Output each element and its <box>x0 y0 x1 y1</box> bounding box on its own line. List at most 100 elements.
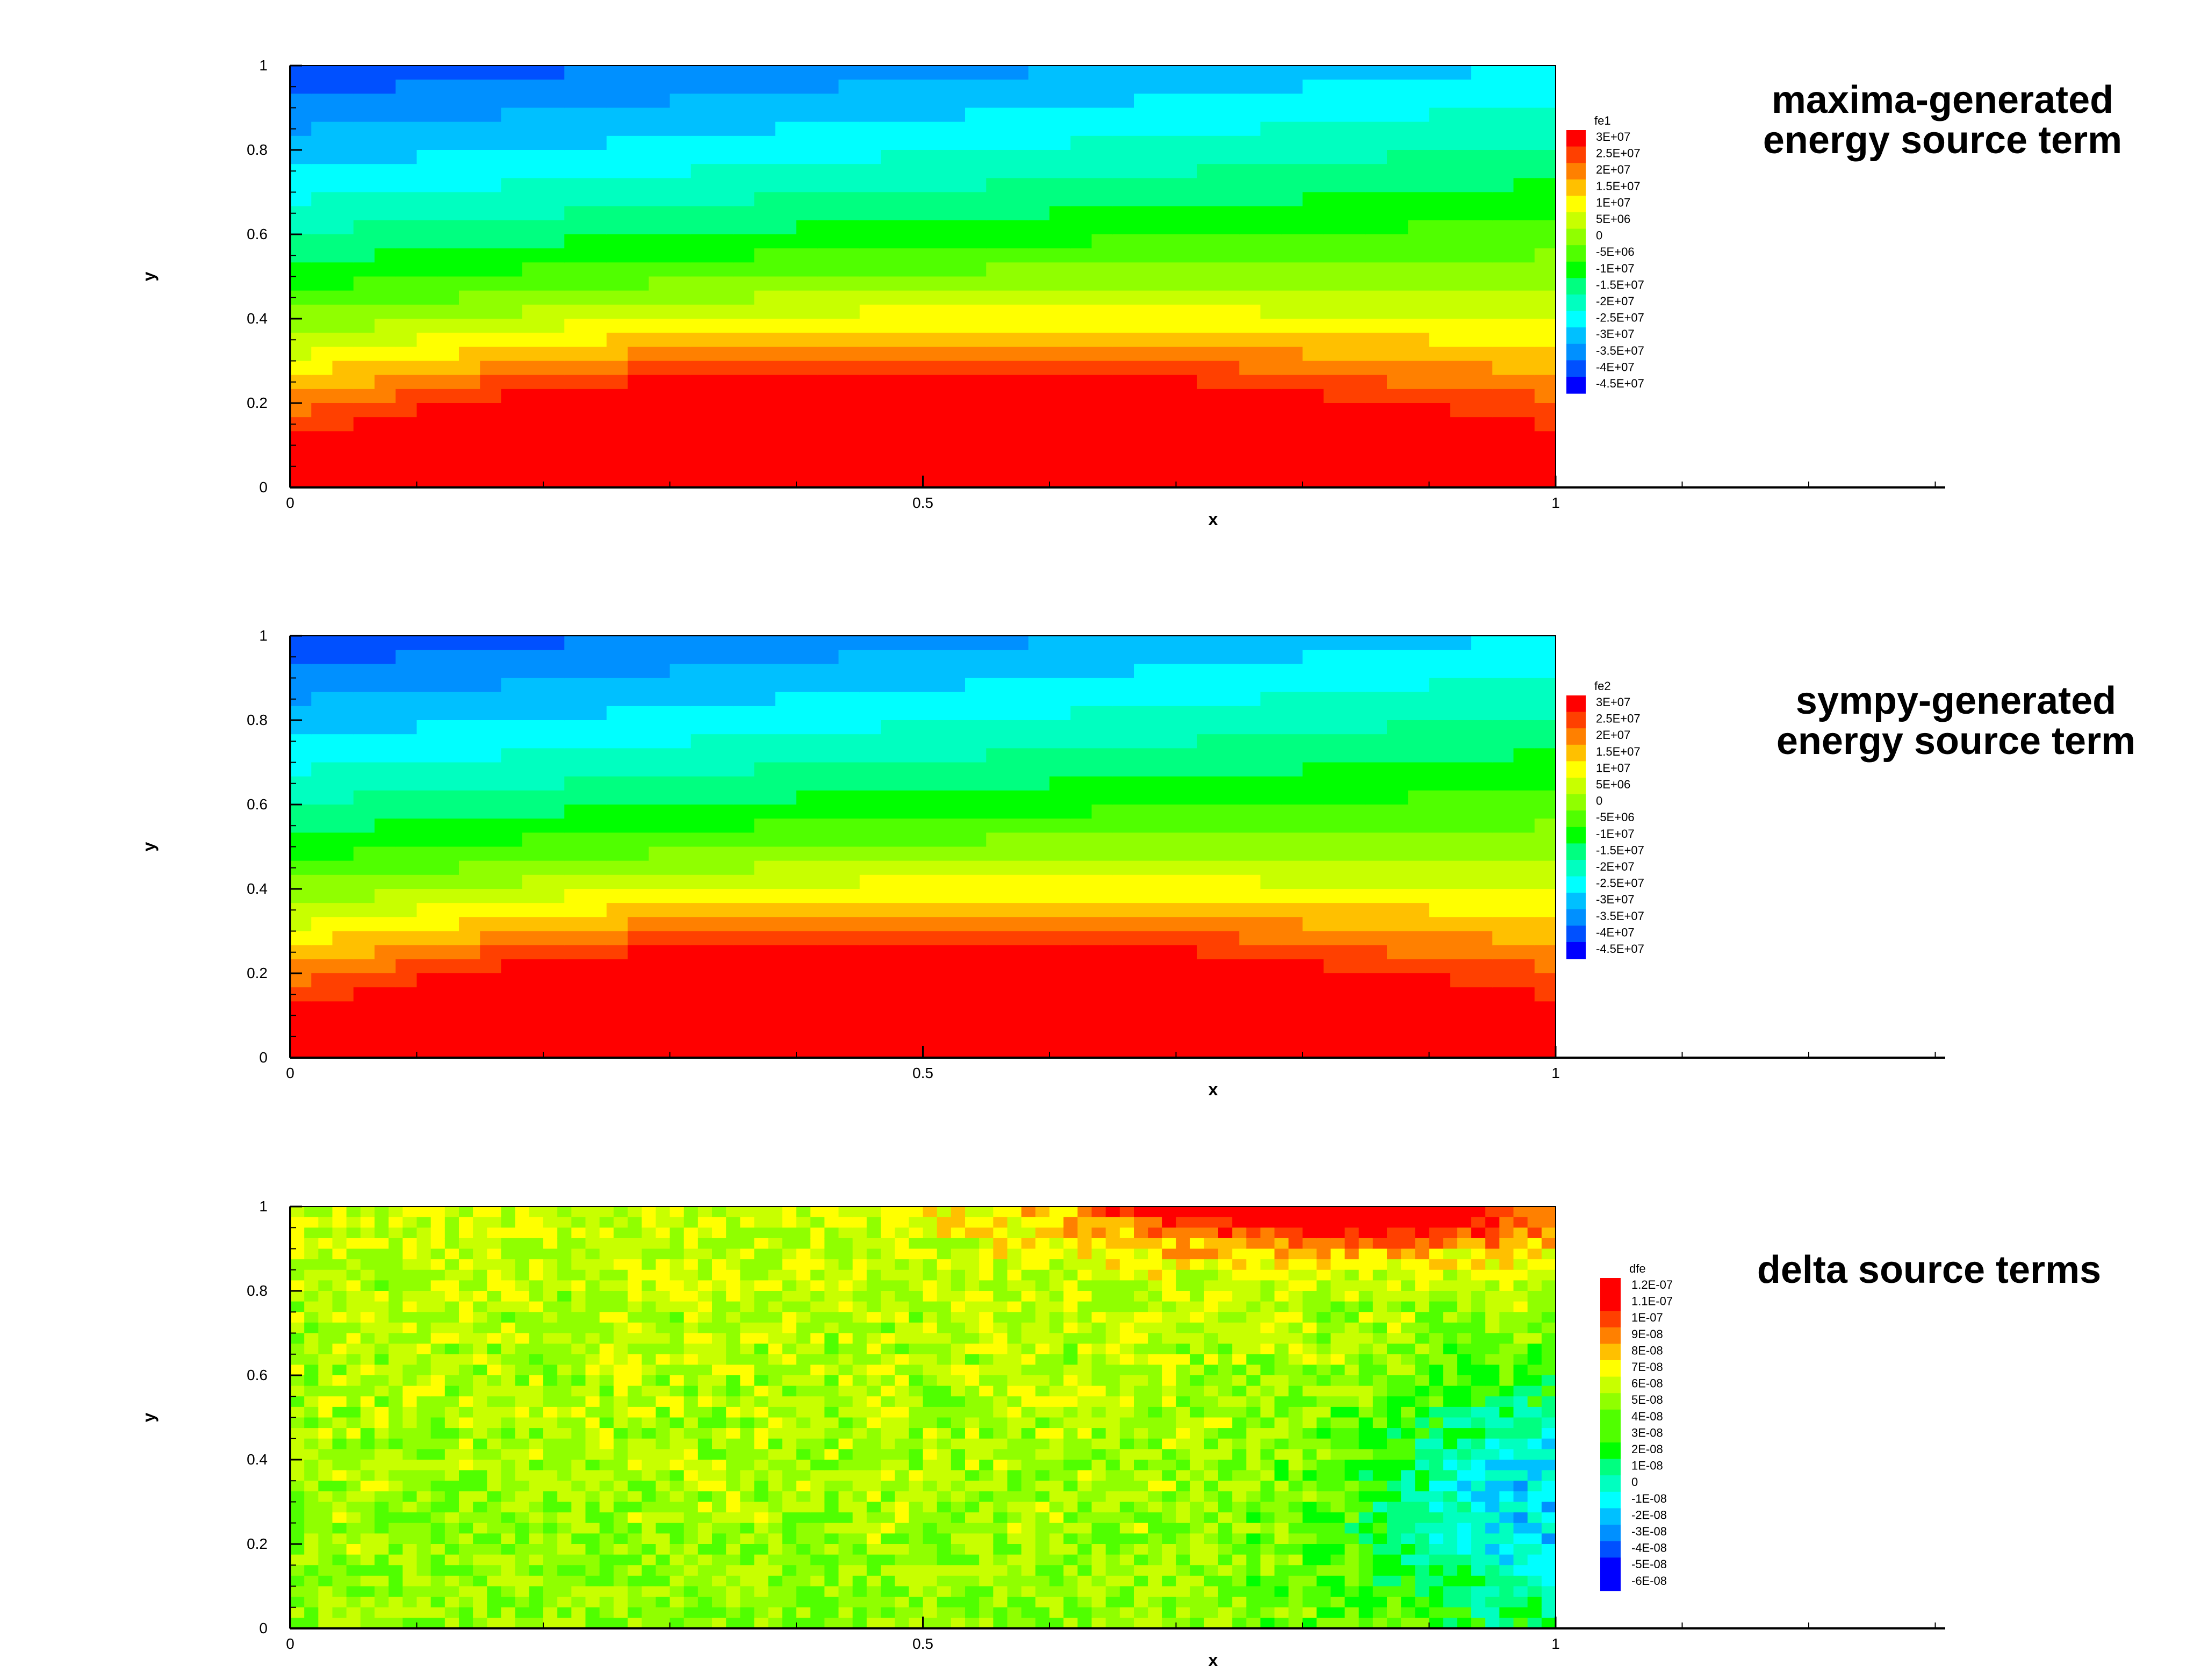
contour-cell <box>444 1207 459 1218</box>
contour-cell <box>1176 832 1198 848</box>
contour-cell <box>585 80 607 95</box>
contour-cell <box>1303 66 1325 80</box>
contour-cell <box>585 987 607 1002</box>
contour-cell <box>1429 192 1451 207</box>
contour-cell <box>684 1470 699 1482</box>
contour-cell <box>543 762 565 777</box>
contour-cell <box>501 164 523 179</box>
contour-cell <box>642 1523 657 1534</box>
contour-cell <box>571 1406 586 1418</box>
contour-cell <box>522 889 544 903</box>
contour-cell <box>670 1406 685 1418</box>
contour-cell <box>444 1385 459 1397</box>
contour-cell <box>599 1207 614 1218</box>
contour-cell <box>515 1438 530 1450</box>
contour-cell <box>775 1043 797 1058</box>
contour-cell <box>1492 192 1514 207</box>
contour-cell <box>1112 262 1134 277</box>
contour-cell <box>606 150 628 164</box>
contour-cell <box>1049 206 1071 221</box>
contour-cell <box>1450 819 1472 834</box>
contour-cell <box>459 1385 473 1397</box>
contour-cell <box>1365 664 1387 679</box>
contour-cell <box>304 1207 319 1218</box>
contour-cell <box>375 889 397 903</box>
contour-cell <box>859 361 881 376</box>
contour-cell <box>1028 1015 1050 1030</box>
contour-cell <box>1408 319 1430 333</box>
contour-cell <box>1450 459 1472 474</box>
x-tick-label: 0.5 <box>912 1065 933 1081</box>
contour-cell <box>1281 361 1303 376</box>
contour-cell <box>290 1438 305 1450</box>
contour-cell <box>649 790 671 805</box>
contour-cell <box>543 1365 558 1376</box>
contour-cell <box>459 1312 473 1323</box>
contour-cell <box>487 1269 502 1281</box>
contour-cell <box>480 107 502 123</box>
contour-cell <box>501 1015 523 1030</box>
contour-cell <box>1450 431 1472 446</box>
contour-cell <box>416 734 438 749</box>
contour-cell <box>353 347 375 362</box>
contour-cell <box>606 66 628 80</box>
contour-cell <box>775 805 797 819</box>
contour-cell <box>817 107 839 123</box>
contour-cell <box>670 1470 685 1482</box>
contour-cell <box>599 1333 614 1344</box>
contour-cell <box>642 1417 657 1428</box>
contour-cell <box>1260 720 1282 735</box>
contour-cell <box>487 1333 502 1344</box>
contour-cell <box>1513 706 1535 721</box>
contour-cell <box>1534 220 1556 235</box>
contour-cell <box>670 1481 685 1492</box>
contour-cell <box>670 1029 692 1044</box>
contour-cell <box>1112 290 1134 305</box>
contour-cell <box>353 417 375 432</box>
contour-cell <box>838 734 860 749</box>
contour-cell <box>1303 94 1325 109</box>
contour-cell <box>670 445 692 460</box>
contour-cell <box>1197 832 1219 848</box>
contour-cell <box>656 1291 671 1302</box>
contour-cell <box>775 959 797 974</box>
contour-cell <box>395 790 418 805</box>
contour-cell <box>796 832 818 848</box>
contour-cell <box>923 206 945 221</box>
y-tick-label: 0 <box>259 1049 268 1066</box>
contour-cell <box>1134 692 1156 707</box>
contour-cell <box>1471 636 1493 650</box>
contour-cell <box>416 94 438 109</box>
contour-cell <box>437 931 459 946</box>
contour-cell <box>332 1291 347 1302</box>
contour-cell <box>1387 417 1409 432</box>
contour-cell <box>1155 959 1177 974</box>
contour-cell <box>1070 734 1092 749</box>
contour-cell <box>375 347 397 362</box>
contour-cell <box>775 748 797 763</box>
contour-cell <box>944 706 966 721</box>
contour-cell <box>389 1607 404 1619</box>
contour-cell <box>522 192 544 207</box>
contour-cell <box>389 1406 404 1418</box>
contour-cell <box>1197 417 1219 432</box>
contour-cell <box>430 1238 445 1250</box>
contour-cell <box>733 846 755 861</box>
contour-cell <box>1218 150 1240 164</box>
contour-cell <box>585 1586 600 1597</box>
contour-cell <box>1112 889 1134 903</box>
contour-cell <box>599 1438 614 1450</box>
contour-cell <box>656 1406 671 1418</box>
contour-cell <box>923 290 945 305</box>
contour-cell <box>923 361 945 376</box>
contour-cell <box>522 874 544 889</box>
contour-cell <box>1070 290 1092 305</box>
contour-cell <box>459 319 481 333</box>
contour-cell <box>923 262 945 277</box>
contour-cell <box>1197 692 1219 707</box>
contour-cell <box>1387 678 1409 693</box>
contour-cell <box>613 1396 628 1408</box>
contour-cell <box>690 636 713 650</box>
contour-cell <box>1028 304 1050 319</box>
contour-cell <box>656 1438 671 1450</box>
